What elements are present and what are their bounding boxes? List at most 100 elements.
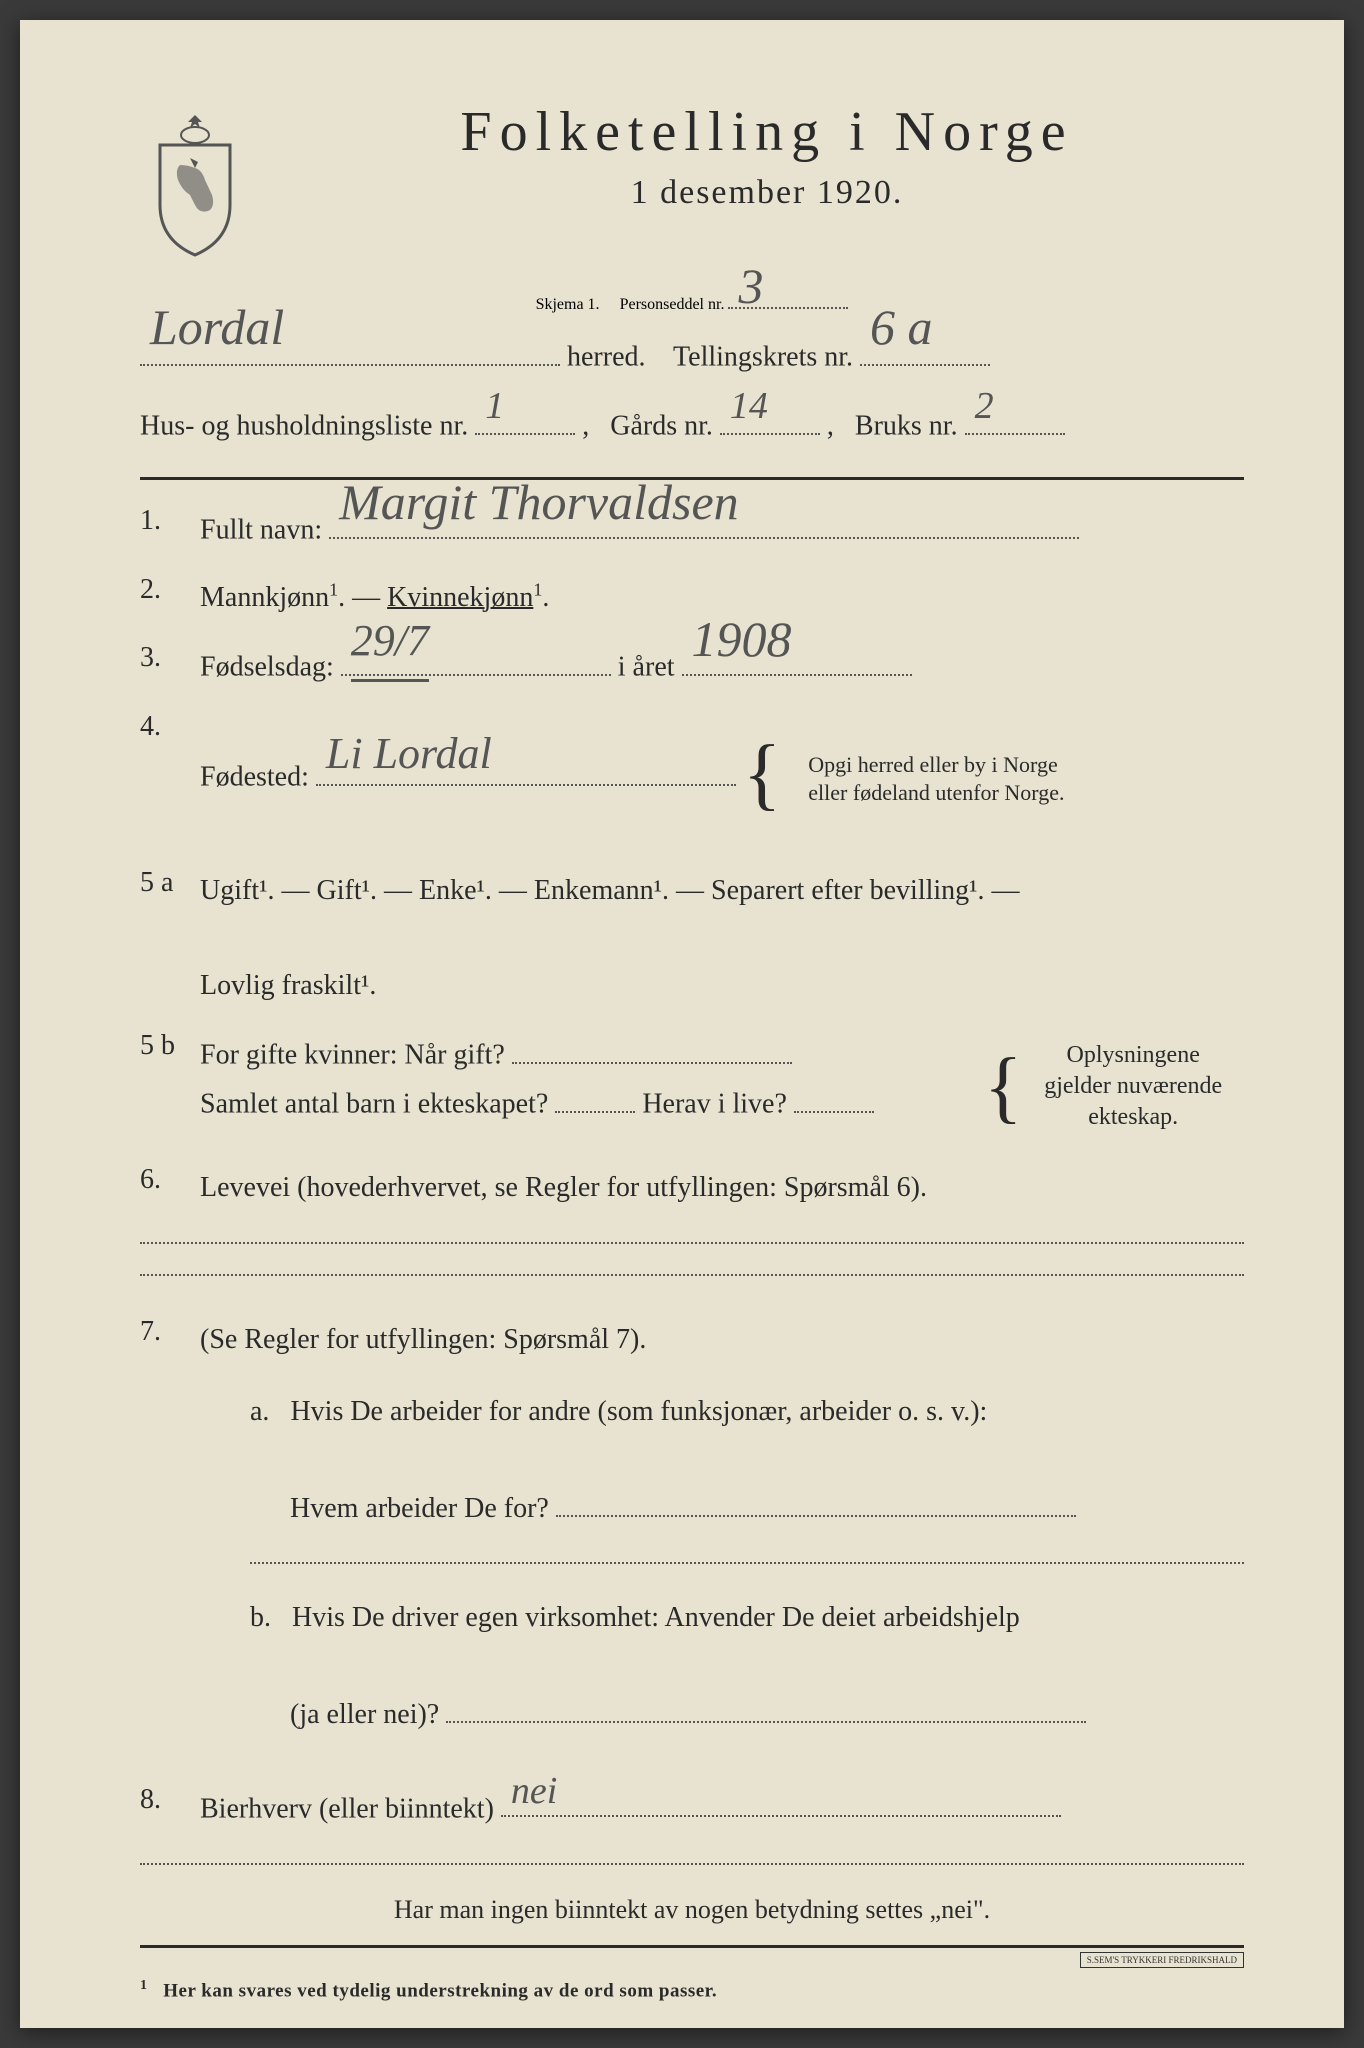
q1-label: Fullt navn: [200,515,322,546]
bruks-value: 2 [975,372,994,440]
q5b-label1: For gifte kvinner: Når gift? [200,1040,505,1071]
q7b-text1: Hvis De driver egen virksomhet: Anvender… [292,1602,1020,1633]
tellingskrets-label: Tellingskrets nr. [673,342,853,373]
q7a-label: a. [250,1396,269,1427]
q5b-label3: Herav i live? [642,1089,787,1120]
q4-row: 4. Fødested: Li Lordal { Opgi herred ell… [140,711,1244,847]
q3-year-label: i året [618,652,675,683]
q7a-block: a. Hvis De arbeider for andre (som funks… [250,1388,1244,1532]
q4-note: Opgi herred eller by i Norge eller fødel… [808,751,1064,808]
q6-fill-1 [140,1242,1244,1244]
bruks-field: 2 [965,401,1065,435]
q5b-note-l1: Oplysningene [1067,1042,1200,1068]
gards-label: Gårds nr. [610,411,713,442]
q3-day-field: 29/7 [341,642,611,676]
census-form-page: Folketelling i Norge 1 desember 1920. Sk… [20,20,1344,2028]
herred-value: Lordal [150,282,284,372]
q8-field: nei [501,1784,1061,1818]
main-title: Folketelling i Norge [290,100,1244,164]
q5b-row: 5 b { Oplysningene gjelder nuværende ekt… [140,1030,1244,1144]
q1-field: Margit Thorvaldsen [329,505,1079,539]
q5b-field1 [512,1030,792,1064]
q5a-text: Ugift¹. — Gift¹. — Enke¹. — Enkemann¹. —… [200,875,1020,906]
q3-label: Fødselsdag: [200,652,334,683]
q8-value: nei [511,1759,557,1824]
q6-row: 6. Levevei (hovederhvervet, se Regler fo… [140,1164,1244,1212]
meta-row-2: Lordal herred. Tellingskrets nr. 6 a [140,332,1244,383]
bruks-label: Bruks nr. [855,411,958,442]
q6-content: Levevei (hovederhvervet, se Regler for u… [200,1164,1244,1212]
q3-content: Fødselsdag: 29/7 i året 1908 [200,642,1244,691]
brace-icon-2: { [984,1035,1022,1139]
q7b-label: b. [250,1602,271,1633]
q7b-text2: (ja eller nei)? [290,1699,439,1730]
q5a-row: 5 a Ugift¹. — Gift¹. — Enke¹. — Enkemann… [140,867,1244,1010]
coat-of-arms-icon [140,110,250,260]
q5b-note-l2: gjelder nuværende [1044,1073,1222,1099]
q3-row: 3. Fødselsdag: 29/7 i året 1908 [140,642,1244,691]
q6-num: 6. [140,1164,200,1212]
q2-sup-a: 1 [329,580,338,600]
crest-svg [140,110,250,260]
q5b-label2: Samlet antal barn i ekteskapet? [200,1089,548,1120]
q7-text: (Se Regler for utfyllingen: Spørsmål 7). [200,1324,646,1355]
gards-field: 14 [720,401,820,435]
q7-row: 7. (Se Regler for utfyllingen: Spørsmål … [140,1316,1244,1764]
q5b-note-block: { Oplysningene gjelder nuværende ekteska… [984,1040,1244,1144]
q3-year-value: 1908 [692,597,792,682]
q7a-text1: Hvis De arbeider for andre (som funksjon… [290,1396,987,1427]
q5b-field2 [555,1079,635,1113]
herred-field: Lordal [140,332,560,366]
q6-fill-2 [140,1274,1244,1276]
q8-label: Bierhverv (eller biinntekt) [200,1793,494,1824]
q1-row: 1. Fullt navn: Margit Thorvaldsen [140,505,1244,554]
q4-field: Li Lordal [316,752,736,786]
subtitle: 1 desember 1920. [290,174,1244,212]
q5b-field3 [794,1079,874,1113]
q4-num: 4. [140,711,200,847]
husliste-field: 1 [475,401,575,435]
q4-note-l1: Opgi herred eller by i Norge [808,752,1057,777]
q7a-fill [250,1562,1244,1564]
q7b-block: b. Hvis De driver egen virksomhet: Anven… [250,1594,1244,1738]
q2-label-a: Mannkjønn [200,582,329,613]
q3-day-value: 29/7 [351,604,429,682]
tellingskrets-field: 6 a [860,332,990,366]
gards-value: 14 [730,372,768,440]
brace-icon: { [743,706,781,842]
q1-num: 1. [140,505,200,554]
q3-year-field: 1908 [682,642,912,676]
q4-label: Fødested: [200,762,309,793]
printer-mark: S.SEM'S TRYKKERI FREDRIKSHALD [1080,1952,1244,1968]
q7-num: 7. [140,1316,200,1764]
q5b-content: { Oplysningene gjelder nuværende ekteska… [200,1030,1244,1144]
q6-text: Levevei (hovederhvervet, se Regler for u… [200,1172,927,1203]
personseddel-field: 3 [728,290,848,309]
q8-row: 8. Bierhverv (eller biinntekt) nei [140,1784,1244,1833]
husliste-value: 1 [485,372,504,440]
q7-content: (Se Regler for utfyllingen: Spørsmål 7).… [200,1316,1244,1764]
q4-value: Li Lordal [326,717,492,792]
skjema-label: Skjema 1. [536,296,600,313]
q5a-content: Ugift¹. — Gift¹. — Enke¹. — Enkemann¹. —… [200,867,1244,1010]
q7b-field [446,1690,1086,1724]
q8-fill [140,1863,1244,1865]
header-block: Folketelling i Norge 1 desember 1920. [140,100,1244,260]
q8-num: 8. [140,1784,200,1833]
tellingskrets-value: 6 a [870,282,933,372]
personseddel-label: Personseddel nr. [620,296,725,313]
q5a-num: 5 a [140,867,200,1010]
q1-content: Fullt navn: Margit Thorvaldsen [200,505,1244,554]
personseddel-value: 3 [738,257,763,315]
meta-row-1: Skjema 1. Personseddel nr. 3 [140,290,1244,314]
q3-num: 3. [140,642,200,691]
q5b-note-l3: ekteskap. [1088,1104,1178,1130]
q2-num: 2. [140,574,200,622]
herred-label: herred. [567,342,646,373]
husliste-label: Hus- og husholdningsliste nr. [140,411,468,442]
footer-note: Har man ingen biinntekt av nogen betydni… [140,1895,1244,1925]
q7a-text2: Hvem arbeider De for? [290,1493,549,1524]
q4-note-l2: eller fødeland utenfor Norge. [808,780,1064,805]
q8-content: Bierhverv (eller biinntekt) nei [200,1784,1244,1833]
footnote-sup: 1 [140,1978,148,1993]
